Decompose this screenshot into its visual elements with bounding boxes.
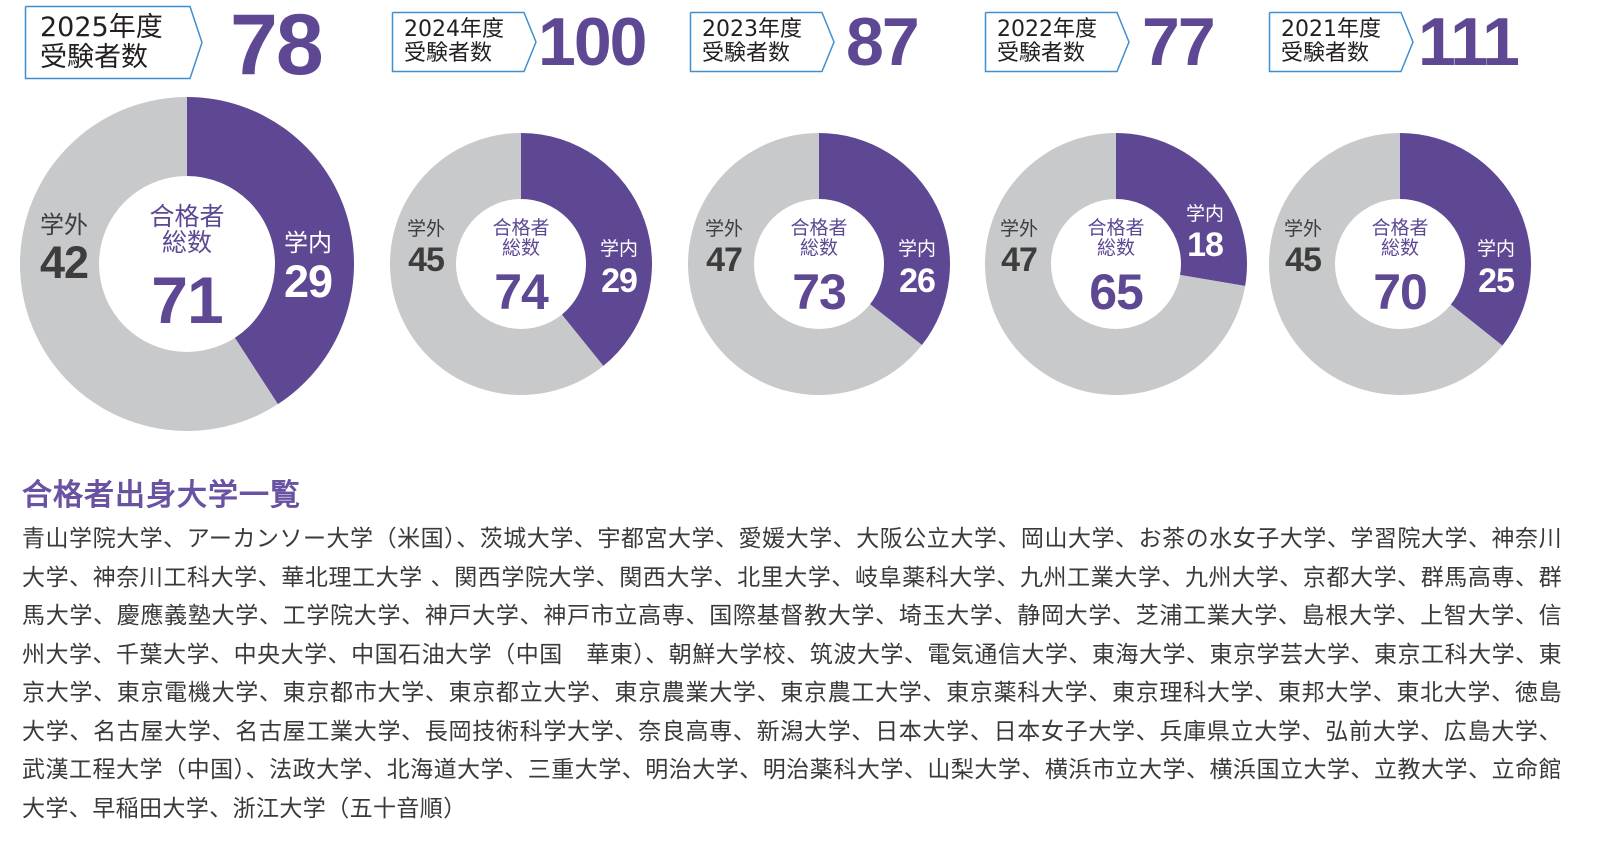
applicants-label: 受験者数 bbox=[404, 41, 493, 66]
inside-value: 26 bbox=[899, 262, 936, 300]
year-label: 2025年度 bbox=[40, 12, 163, 44]
inside-label: 学内 bbox=[1476, 238, 1515, 260]
inside-label: 学内 bbox=[1185, 203, 1224, 225]
total-passed-value: 73 bbox=[792, 264, 847, 320]
donut-ring bbox=[985, 133, 1247, 395]
outside-label: 学外 bbox=[1283, 218, 1322, 240]
donut-chart-2024: 合格者 総数 74 学外 45 学内 29 bbox=[390, 133, 652, 395]
donut-ring bbox=[390, 133, 652, 395]
inside-segment bbox=[819, 133, 950, 346]
applicants-count: 77 bbox=[1142, 4, 1216, 80]
outside-label: 学外 bbox=[40, 211, 88, 239]
university-list-title: 合格者出身大学一覧 bbox=[22, 478, 301, 513]
year-label-box: 2021年度 受験者数 bbox=[1268, 11, 1414, 73]
donut-hole bbox=[1051, 199, 1181, 329]
applicants-count: 111 bbox=[1418, 4, 1520, 80]
donut-ring bbox=[1269, 133, 1531, 395]
donut-chart-2025: 合格者 総数 71 学外 42 学内 29 bbox=[20, 97, 354, 431]
inside-value: 29 bbox=[601, 262, 638, 300]
donut-hole bbox=[456, 199, 586, 329]
total-passed-value: 65 bbox=[1089, 264, 1144, 320]
center-label: 合格者 総数 bbox=[492, 217, 550, 259]
applicants-label: 受験者数 bbox=[997, 41, 1086, 66]
inside-label: 学内 bbox=[284, 229, 332, 257]
total-passed-value: 71 bbox=[151, 263, 223, 337]
arrow-label-outline bbox=[24, 5, 203, 80]
donut-hole bbox=[754, 199, 884, 329]
donut-chart-2021: 合格者 総数 70 学外 45 学内 25 bbox=[1269, 133, 1531, 395]
donut-ring bbox=[20, 97, 354, 431]
donut-hole bbox=[99, 176, 275, 352]
year-label: 2023年度 bbox=[702, 17, 802, 43]
outside-value: 47 bbox=[1001, 241, 1038, 279]
year-label: 2021年度 bbox=[1281, 17, 1381, 43]
outside-label: 学外 bbox=[704, 218, 743, 240]
applicants-label: 受験者数 bbox=[702, 41, 791, 66]
inside-value: 18 bbox=[1187, 226, 1224, 264]
inside-segment bbox=[521, 133, 652, 366]
applicants-label: 受験者数 bbox=[1281, 41, 1370, 66]
outside-value: 45 bbox=[408, 241, 445, 279]
outside-value: 42 bbox=[39, 237, 89, 288]
outside-label: 学外 bbox=[999, 218, 1038, 240]
year-label: 2022年度 bbox=[997, 17, 1097, 43]
arrow-label-outline bbox=[1268, 11, 1414, 73]
applicants-count: 78 bbox=[230, 0, 324, 93]
donut-ring bbox=[688, 133, 950, 395]
arrow-label-outline bbox=[391, 11, 537, 73]
inside-label: 学内 bbox=[599, 238, 638, 260]
outside-value: 47 bbox=[706, 241, 743, 279]
center-label: 合格者 総数 bbox=[1371, 217, 1429, 259]
year-label-box: 2025年度 受験者数 bbox=[24, 5, 203, 80]
donut-chart-2022: 合格者 総数 65 学外 47 学内 18 bbox=[985, 133, 1247, 395]
university-list-text: 青山学院大学、アーカンソー大学（米国）、茨城大学、宇都宮大学、愛媛大学、大阪公立… bbox=[22, 526, 1562, 822]
center-label: 合格者 総数 bbox=[790, 217, 848, 259]
donut-chart-2023: 合格者 総数 73 学外 47 学内 26 bbox=[688, 133, 950, 395]
applicants-count: 100 bbox=[538, 4, 647, 80]
inside-label: 学内 bbox=[897, 238, 936, 260]
year-label-box: 2024年度 受験者数 bbox=[391, 11, 537, 73]
year-label: 2024年度 bbox=[404, 17, 504, 43]
donut-hole bbox=[1335, 199, 1465, 329]
center-label: 合格者 総数 bbox=[149, 202, 225, 258]
arrow-label-outline bbox=[689, 11, 835, 73]
applicants-count: 87 bbox=[846, 4, 920, 80]
applicants-label: 受験者数 bbox=[40, 41, 148, 73]
outside-label: 学外 bbox=[406, 218, 445, 240]
total-passed-value: 70 bbox=[1373, 264, 1428, 320]
center-label: 合格者 総数 bbox=[1087, 217, 1145, 259]
year-label-box: 2022年度 受験者数 bbox=[984, 11, 1130, 73]
inside-segment bbox=[1400, 133, 1531, 346]
inside-value: 25 bbox=[1478, 262, 1515, 300]
total-passed-value: 74 bbox=[494, 264, 549, 320]
outside-value: 45 bbox=[1285, 241, 1322, 279]
year-label-box: 2023年度 受験者数 bbox=[689, 11, 835, 73]
arrow-label-outline bbox=[984, 11, 1130, 73]
inside-value: 29 bbox=[283, 256, 333, 307]
